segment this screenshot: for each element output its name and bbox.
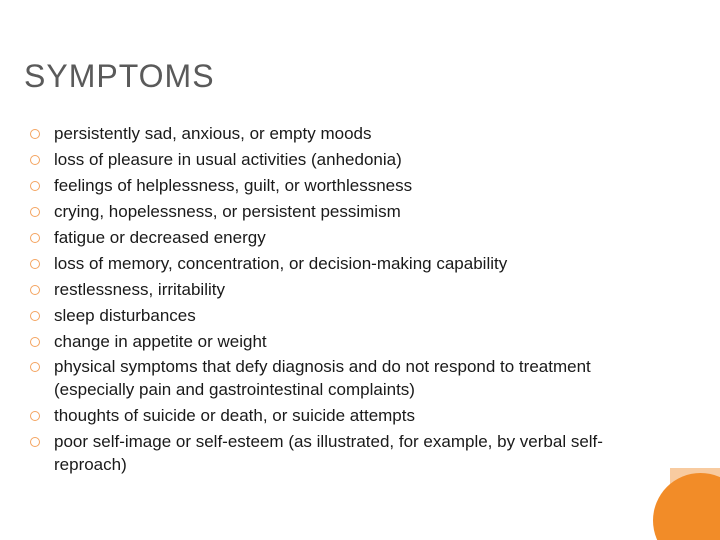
list-item: poor self-image or self-esteem (as illus…: [24, 431, 630, 477]
accent-circle-icon: [653, 473, 720, 540]
slide: SYMPTOMS persistently sad, anxious, or e…: [0, 0, 720, 540]
list-item: crying, hopelessness, or persistent pess…: [24, 201, 630, 224]
list-item: sleep disturbances: [24, 305, 630, 328]
page-title: SYMPTOMS: [24, 58, 630, 95]
list-item: loss of memory, concentration, or decisi…: [24, 253, 630, 276]
list-item: loss of pleasure in usual activities (an…: [24, 149, 630, 172]
list-item: physical symptoms that defy diagnosis an…: [24, 356, 630, 402]
list-item: restlessness, irritability: [24, 279, 630, 302]
symptoms-list: persistently sad, anxious, or empty mood…: [24, 123, 630, 477]
list-item: fatigue or decreased energy: [24, 227, 630, 250]
list-item: feelings of helplessness, guilt, or wort…: [24, 175, 630, 198]
list-item: thoughts of suicide or death, or suicide…: [24, 405, 630, 428]
list-item: persistently sad, anxious, or empty mood…: [24, 123, 630, 146]
list-item: change in appetite or weight: [24, 331, 630, 354]
content-area: SYMPTOMS persistently sad, anxious, or e…: [24, 58, 630, 480]
